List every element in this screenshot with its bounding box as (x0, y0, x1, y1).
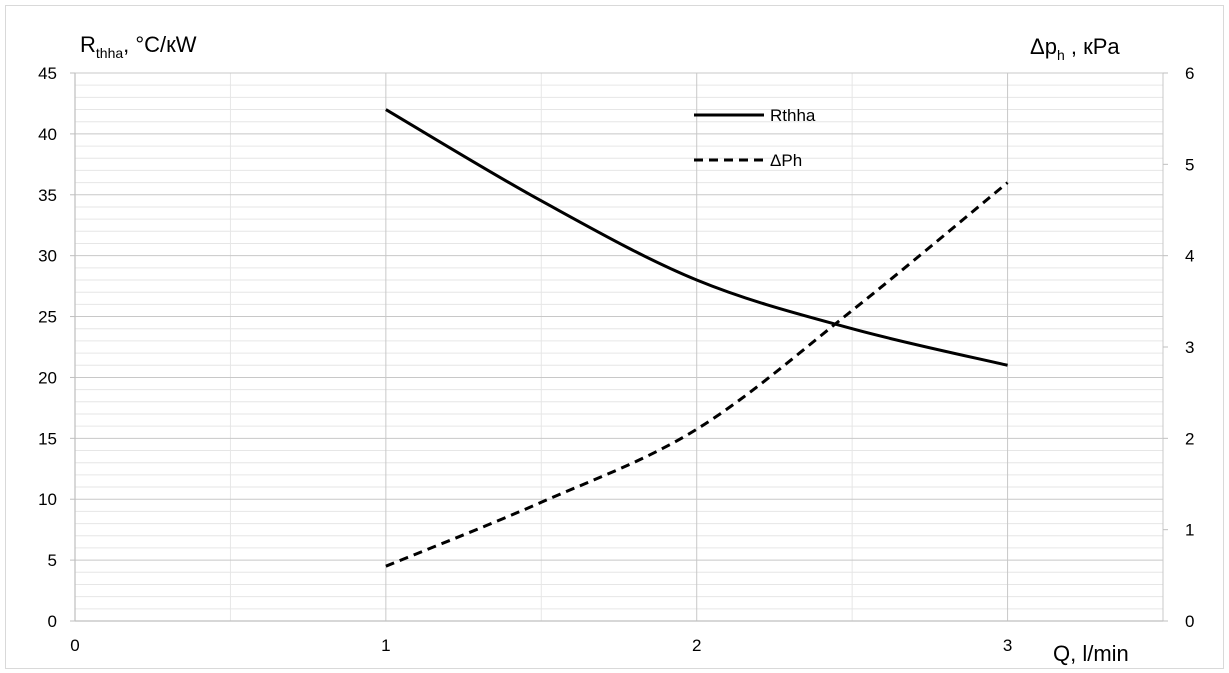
y-left-axis-title: Rthha, °C/кW (80, 32, 197, 61)
y-left-tick-label: 35 (38, 186, 57, 205)
series-line-dph (385, 181, 1009, 568)
y-right-tick-label: 3 (1185, 338, 1194, 357)
y-left-tick-label: 5 (48, 551, 57, 570)
axes (70, 72, 1168, 622)
legend: Rthha ΔPh (694, 106, 816, 170)
x-axis-title: Q, l/min (1053, 641, 1129, 666)
y-left-tick-label: 10 (38, 490, 57, 509)
y-left-tick-label: 30 (38, 247, 57, 266)
minor-gridlines (75, 73, 1163, 621)
y-left-tick-label: 25 (38, 308, 57, 327)
y-left-tick-label: 45 (38, 64, 57, 83)
y-left-tick-label: 20 (38, 368, 57, 387)
legend-label-rthha: Rthha (770, 106, 816, 125)
x-tick-label: 1 (381, 636, 390, 655)
major-gridlines (75, 72, 1164, 621)
series-line-rthha (385, 108, 1008, 367)
legend-label-dph: ΔPh (770, 151, 802, 170)
y-right-tick-label: 0 (1185, 612, 1194, 631)
y-right-tick-label: 2 (1185, 429, 1194, 448)
series-layer (385, 108, 1009, 568)
x-tick-label: 3 (1003, 636, 1012, 655)
y-right-tick-label: 4 (1185, 247, 1194, 266)
x-tick-label: 0 (70, 636, 79, 655)
chart-frame (5, 5, 1224, 669)
y-right-tick-label: 1 (1185, 521, 1194, 540)
y-right-tick-label: 6 (1185, 64, 1194, 83)
y-right-axis-title: Δph , кPa (1030, 34, 1120, 63)
y-right-tick-label: 5 (1185, 155, 1194, 174)
y-left-tick-label: 40 (38, 125, 57, 144)
y-left-tick-label: 0 (48, 612, 57, 631)
x-tick-label: 2 (692, 636, 701, 655)
y-left-tick-label: 15 (38, 429, 57, 448)
